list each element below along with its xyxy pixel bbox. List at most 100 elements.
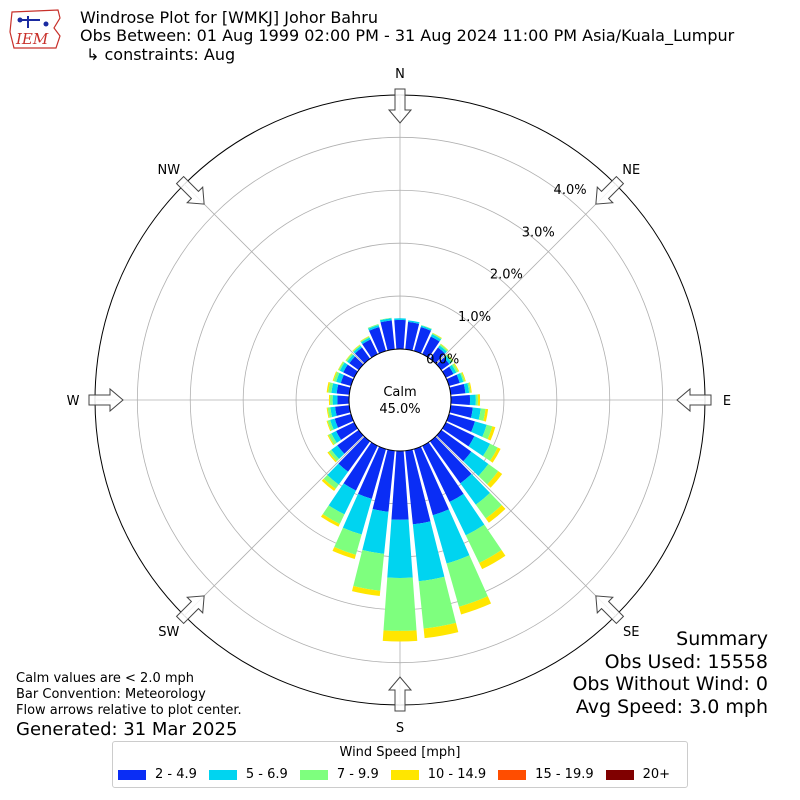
obs-period: Obs Between: 01 Aug 1999 02:00 PM - 31 A… — [80, 26, 735, 45]
windrose-bar-segment — [362, 339, 378, 358]
windrose-bar-segment — [477, 394, 481, 406]
windrose-bar-segment — [483, 408, 489, 422]
bars — [320, 317, 506, 642]
windrose-bar-segment — [352, 344, 361, 352]
windrose-bar-segment — [349, 356, 364, 371]
windrose-bar-segment — [322, 505, 345, 524]
legend-items: 2 - 4.9 5 - 6.9 7 - 9.9 10 - 14.9 15 - 19.9 2… — [118, 767, 682, 782]
windrose-bar-segment — [351, 585, 381, 597]
windrose-bar-segment — [336, 422, 358, 440]
windrose-bar-segment — [383, 577, 417, 631]
windrose-bar-segment — [369, 327, 387, 354]
windrose-bar-segment — [338, 361, 345, 371]
windrose-bar-segment — [360, 336, 370, 342]
windrose-bar-segment — [337, 395, 350, 405]
windrose-bar-segment — [320, 514, 340, 527]
windrose-bar-segment — [487, 471, 503, 488]
windrose-bar-segment — [391, 450, 409, 520]
legend-swatch — [299, 769, 328, 780]
windrose-bar-segment — [328, 483, 356, 515]
windrose-bar-segment — [382, 630, 418, 642]
legend-swatch — [118, 769, 146, 780]
windrose-bar-segment — [336, 384, 351, 395]
windrose-bar-segment — [437, 345, 447, 354]
windrose-bar-segment — [345, 353, 352, 361]
windrose-bar-segment — [367, 323, 379, 329]
windrose-bar-segment — [345, 353, 354, 362]
windrose-bar-segment — [431, 333, 442, 340]
windrose-bar-segment — [347, 354, 356, 364]
windrose-bar-segment — [475, 492, 502, 519]
windrose-bar-segment — [471, 421, 487, 437]
logo-text: IEM — [15, 30, 49, 48]
windrose-bar-segment — [334, 413, 354, 428]
windrose-bar-segment — [485, 505, 506, 523]
windrose-bar-segment — [442, 422, 475, 447]
radial-gridline — [184, 184, 365, 365]
radial-tick-label: 0.0% — [426, 352, 459, 367]
generated-date: Generated: 31 Mar 2025 — [16, 719, 238, 740]
windrose-bar-segment — [394, 318, 406, 321]
windrose-bar-segment — [467, 382, 471, 393]
windrose-bar-segment — [353, 345, 363, 354]
windrose-bar-segment — [332, 395, 338, 405]
windrose-bar-segment — [460, 372, 465, 382]
compass-label: N — [395, 67, 405, 82]
windrose-bar-segment — [420, 325, 432, 331]
windrose-bar-segment — [327, 451, 337, 463]
compass-arrow — [676, 387, 712, 413]
windrose-bar-segment — [323, 475, 339, 489]
note-flow-arrows: Flow arrows relative to plot center. — [16, 703, 242, 718]
windrose-bar-segment — [449, 383, 466, 395]
windrose-bar-segment — [461, 372, 466, 382]
windrose-bar-segment — [463, 383, 470, 394]
windrose-bar-segment — [468, 382, 472, 393]
windrose-bar-segment — [328, 449, 340, 462]
compass-label: W — [67, 394, 80, 409]
windrose-bar-segment — [460, 473, 490, 505]
windrose-bar-segment — [432, 332, 442, 339]
windrose-bar-segment — [449, 493, 485, 536]
ring-gridline — [136, 136, 664, 664]
windrose-bar-segment — [330, 418, 338, 430]
compass-arrow — [595, 175, 625, 205]
calm-circle — [348, 348, 452, 452]
windrose-bar-segment — [439, 344, 449, 352]
windrose-bar-segment — [379, 317, 392, 321]
windrose-bar-segment — [331, 383, 339, 394]
windrose-bar-segment — [330, 406, 337, 418]
compass-label: NE — [622, 163, 640, 178]
compass-arrow — [175, 595, 205, 625]
windrose-bar-segment — [343, 364, 358, 378]
radial-tick-label: 1.0% — [458, 310, 491, 325]
windrose-bar-segment — [329, 394, 333, 406]
note-calm: Calm values are < 2.0 mph — [16, 671, 195, 686]
windrose-bar-segment — [446, 555, 488, 607]
legend-item: 10 - 14.9 — [390, 767, 487, 782]
legend-label: 20+ — [642, 767, 671, 782]
windrose-bar-segment — [475, 394, 478, 406]
windrose-bar-segment — [338, 436, 371, 472]
windrose-bar-segment — [412, 521, 445, 582]
legend-label: 10 - 14.9 — [427, 767, 487, 782]
windrose-bar-segment — [422, 442, 464, 503]
windrose-bar-segment — [334, 527, 362, 555]
windrose-bar-segment — [465, 524, 502, 563]
windrose-bar-segment — [422, 336, 440, 358]
windrose-bar-segment — [432, 509, 470, 564]
windrose-bar-segment — [487, 426, 496, 441]
windrose-bar-segment — [353, 550, 385, 591]
overlay: Calm 45.0% 0.0% 1.0% 2.0% 3.0% 4.0% N NE E SE S SW W N… — [67, 67, 732, 736]
windrose-bar-segment — [469, 394, 476, 406]
windrose-bar-segment — [446, 374, 460, 387]
notes: Calm values are < 2.0 mph Bar Convention… — [16, 671, 242, 719]
windrose-bar-segment — [423, 622, 459, 639]
legend-item: 15 - 19.9 — [498, 767, 594, 782]
radial-tick-label: 3.0% — [522, 225, 555, 240]
compass-label: SE — [623, 625, 639, 640]
windrose-bar-segment — [332, 547, 356, 559]
constraints-text: ↳ constraints: Aug — [86, 45, 236, 64]
windrose-bar-segment — [352, 344, 361, 352]
windrose-bar-segment — [479, 550, 506, 570]
